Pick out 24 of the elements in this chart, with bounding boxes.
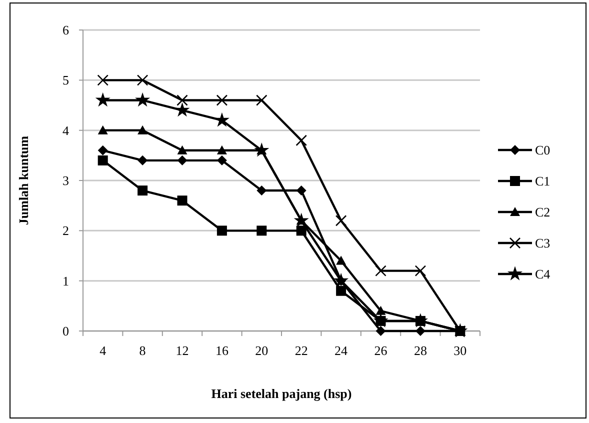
- x-tick-label: 22: [294, 343, 308, 358]
- x-tick-label: 8: [139, 343, 146, 358]
- y-tick-label: 6: [62, 22, 70, 38]
- y-tick-label: 1: [62, 273, 69, 288]
- x-tick-label: 16: [215, 343, 229, 358]
- y-tick-label: 2: [62, 223, 69, 238]
- y-tick-label: 5: [62, 72, 69, 88]
- y-tick-label: 0: [62, 324, 69, 339]
- y-tick-label: 3: [62, 173, 69, 188]
- x-tick-label: 28: [414, 343, 427, 358]
- legend-label: C0: [535, 142, 550, 158]
- x-axis-title: Hari setelah pajang (hsp): [211, 386, 352, 401]
- x-tick-label: 4: [100, 343, 107, 358]
- x-tick-label: 26: [374, 343, 388, 358]
- y-axis-title: Jumlah kuntum: [16, 136, 31, 226]
- x-tick-label: 30: [454, 343, 467, 358]
- x-tick-label: 12: [176, 343, 189, 358]
- legend-label: C3: [535, 236, 550, 251]
- legend-label: C4: [535, 266, 551, 282]
- x-tick-label: 24: [334, 343, 348, 358]
- x-tick-label: 20: [255, 343, 268, 358]
- legend-label: C2: [535, 204, 550, 220]
- y-tick-label: 4: [62, 122, 70, 138]
- legend-label: C1: [535, 174, 550, 189]
